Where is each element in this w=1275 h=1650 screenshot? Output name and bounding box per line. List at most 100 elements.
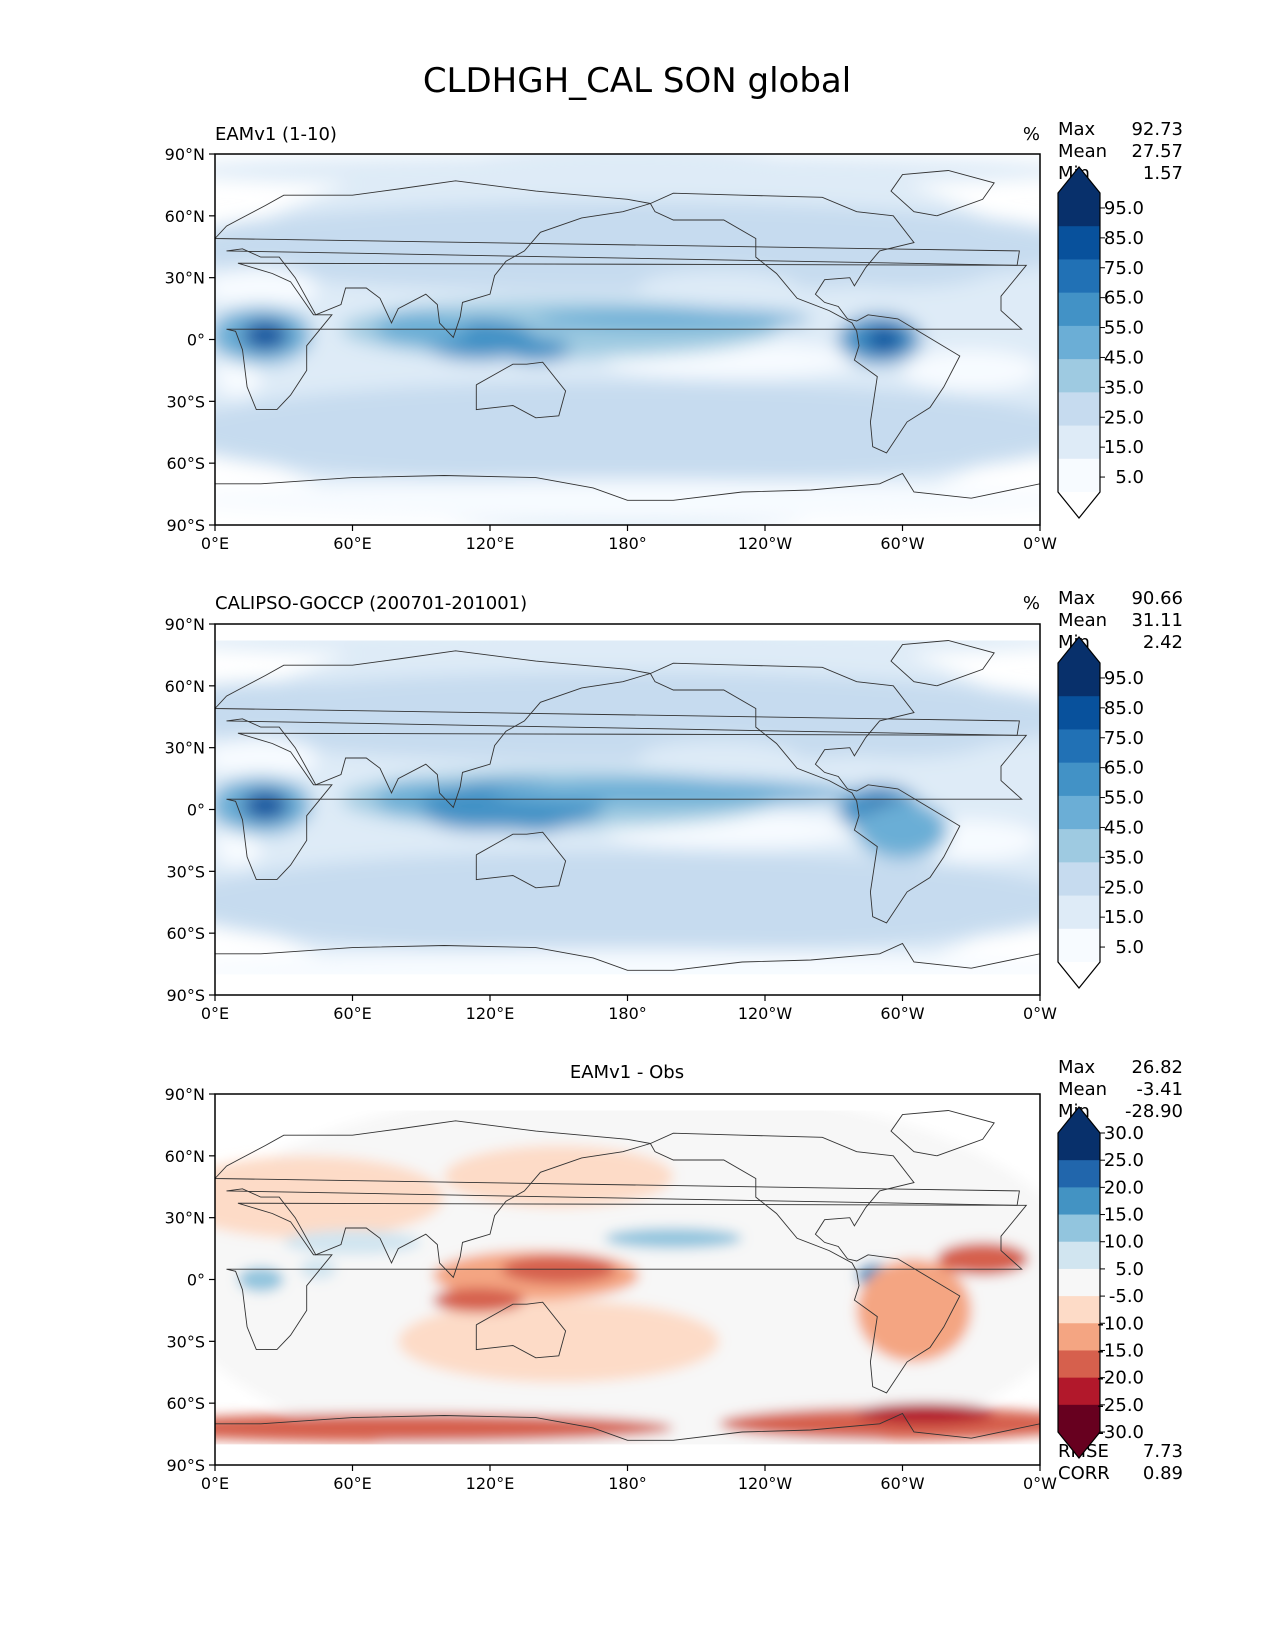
colorbar-tick-label: 5.0 [1115,467,1144,488]
y-tick-label: 90°N [165,1085,205,1104]
colorbar-segment [1058,1323,1100,1351]
colorbar: 30.0 25.0 20.0 15.0 10.0 5.0 -5.0 -10.0 -15.0 -20… [1057,1106,1144,1459]
field-blob [856,1403,995,1424]
colorbar-tick-label: 75.0 [1104,728,1144,749]
x-tick-label: 0°E [201,1004,229,1023]
coastline [226,732,1028,881]
y-tick-label: 0° [187,801,205,820]
colorbar-segment [1058,1296,1100,1324]
metric-corr-label: CORR [1058,1463,1110,1484]
x-tick-label: 0°E [201,1474,229,1493]
x-tick-label: 60°E [333,534,371,553]
colorbar-segment [1058,1160,1100,1188]
colorbar-tick-label: 75.0 [1104,258,1144,279]
x-tick-label: 180° [608,1004,647,1023]
coastline [650,662,961,924]
x-tick-label: 120°E [466,534,515,553]
colorbar-segment [1058,696,1100,730]
y-tick-label: 0° [187,331,205,350]
stat-min-value: 2.42 [1143,632,1183,653]
coastlines [215,1110,1040,1441]
y-tick-label: 60°N [165,1147,205,1166]
field-blob [742,861,926,903]
colorbar-segment [1058,729,1100,764]
y-tick-label: 60°S [166,454,205,473]
field-blob [215,681,422,732]
y-tick-label: 30°S [166,862,205,881]
colorbar-segment [1058,663,1100,697]
coastline [215,1412,1040,1441]
colorbar-segment [1058,1404,1100,1433]
field-blob [856,1258,972,1362]
colorbar-tick-label: -30.0 [1097,1422,1144,1443]
panel-title-difference: EAMv1 - Obs [570,1062,684,1083]
coastline [650,1132,961,1394]
field-blob [856,801,949,859]
colorbar-tick-label: 55.0 [1104,318,1144,339]
colorbar-tick-label: -5.0 [1109,1286,1144,1307]
field-blob [432,1287,525,1313]
colorbar-extend-top [1058,637,1100,663]
field-blob [673,1248,857,1311]
colorbar-tick-label: -20.0 [1097,1368,1144,1389]
x-tick-label: 60°E [333,1474,371,1493]
field-blob [215,825,261,868]
y-tick-label: 60°S [166,1394,205,1413]
field-blob [215,267,319,309]
panel-title-test: EAMv1 (1-10) [215,124,337,145]
x-tick-label: 60°W [880,1474,924,1493]
colorbar-tick-label: 15.0 [1104,907,1144,928]
coastlines [215,640,1040,971]
y-tick-label: 60°N [165,207,205,226]
colorbar-segment [1058,1133,1100,1161]
field-blob [535,308,811,330]
field-blob [902,349,1040,392]
field-blob [352,720,536,754]
colorbar-segment [1058,226,1100,260]
colorbar-tick-label: 5.0 [1115,1259,1144,1280]
figure-title: CLDHGH_CAL SON global [423,61,851,101]
colorbar-outline [1057,636,1101,989]
colorbar: 95.0 85.0 75.0 65.0 55.0 45.0 35.0 25.0 15.0 5.0 [1057,636,1144,989]
coastline [890,640,995,687]
colorbar-extend-top [1058,1107,1100,1133]
colorbar-extend-bottom [1058,1432,1100,1458]
stat-max-label: Max [1058,119,1096,140]
field-blob [215,154,1040,187]
colorbar-segment [1058,762,1100,797]
y-tick-label: 30°N [165,269,205,288]
colorbar-segment [1058,1377,1100,1406]
coastline [890,1110,995,1157]
field-blob [936,1242,1029,1276]
stat-max-label: Max [1058,1057,1096,1078]
colorbar-tick-label: 35.0 [1104,847,1144,868]
x-tick-label: 120°W [738,1004,793,1023]
y-tick-label: 0° [187,1271,205,1290]
colorbar-segment [1058,1214,1100,1243]
coastline [215,472,1040,501]
field-blob [215,355,261,398]
x-tick-label: 0°E [201,534,229,553]
field-blob [215,380,1040,484]
x-tick-label: 120°E [466,1474,515,1493]
metric-corr-value: 0.89 [1143,1463,1183,1484]
colorbar-tick-label: 45.0 [1104,347,1144,368]
stat-mean-label: Mean [1058,610,1107,631]
colorbar-tick-label: 45.0 [1104,817,1144,838]
y-tick-label: 30°N [165,1209,205,1228]
colorbar-segment [1058,1187,1100,1216]
field-blob [215,737,319,779]
stat-mean-label: Mean [1058,1079,1107,1100]
colorbar-tick-label: 85.0 [1104,698,1144,719]
coastlines [215,170,1040,501]
coastline [215,180,1020,339]
y-tick-label: 90°S [166,1456,205,1475]
stat-max-value: 92.73 [1131,119,1183,140]
colorbar-tick-label: -10.0 [1097,1313,1144,1334]
coastline [475,361,567,419]
field-blob [444,1145,674,1208]
field-blob [638,271,800,305]
colorbar-segment [1058,359,1100,393]
colorbar-segment [1058,458,1100,493]
y-tick-label: 30°S [166,1332,205,1351]
